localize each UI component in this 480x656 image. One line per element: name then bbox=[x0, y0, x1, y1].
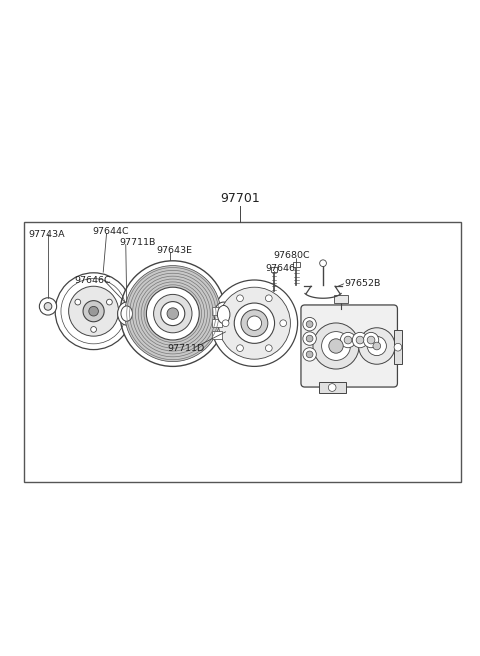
Circle shape bbox=[39, 298, 57, 315]
Circle shape bbox=[161, 302, 185, 325]
Circle shape bbox=[313, 323, 359, 369]
Text: 97652B: 97652B bbox=[345, 279, 381, 289]
Bar bbox=[212, 331, 222, 339]
Circle shape bbox=[306, 351, 313, 358]
Circle shape bbox=[83, 300, 104, 321]
Circle shape bbox=[394, 343, 402, 351]
Text: 97646C: 97646C bbox=[74, 276, 111, 285]
Circle shape bbox=[89, 306, 98, 316]
Circle shape bbox=[107, 299, 112, 305]
Bar bbox=[271, 267, 277, 272]
Circle shape bbox=[55, 273, 132, 350]
Circle shape bbox=[211, 280, 298, 367]
Circle shape bbox=[328, 384, 336, 392]
Circle shape bbox=[237, 295, 243, 302]
Text: 97701: 97701 bbox=[220, 192, 260, 205]
Ellipse shape bbox=[214, 302, 233, 327]
Bar bbox=[334, 295, 348, 302]
Text: 97711B: 97711B bbox=[119, 238, 156, 247]
Text: 97743A: 97743A bbox=[29, 230, 65, 239]
Circle shape bbox=[303, 348, 316, 361]
Ellipse shape bbox=[121, 306, 132, 321]
Text: 97646: 97646 bbox=[265, 264, 295, 274]
Circle shape bbox=[322, 331, 350, 360]
Circle shape bbox=[44, 302, 52, 310]
Circle shape bbox=[352, 333, 368, 348]
Circle shape bbox=[218, 287, 290, 359]
Circle shape bbox=[329, 338, 343, 353]
Circle shape bbox=[222, 320, 229, 327]
Bar bbox=[24, 222, 461, 482]
Text: 97680C: 97680C bbox=[273, 251, 310, 260]
Circle shape bbox=[75, 299, 81, 305]
Circle shape bbox=[367, 337, 386, 356]
Circle shape bbox=[306, 321, 313, 327]
Circle shape bbox=[247, 316, 262, 331]
Bar bbox=[212, 319, 222, 327]
Circle shape bbox=[373, 342, 381, 350]
Circle shape bbox=[265, 295, 272, 302]
Circle shape bbox=[356, 337, 364, 344]
Circle shape bbox=[344, 337, 352, 344]
Bar bbox=[212, 308, 222, 315]
Circle shape bbox=[367, 337, 375, 344]
Ellipse shape bbox=[217, 306, 230, 323]
Circle shape bbox=[359, 328, 395, 364]
Circle shape bbox=[120, 261, 226, 367]
Circle shape bbox=[125, 266, 221, 361]
Circle shape bbox=[340, 333, 356, 348]
Circle shape bbox=[306, 335, 313, 342]
Bar bbox=[319, 382, 346, 393]
Circle shape bbox=[363, 333, 379, 348]
Circle shape bbox=[237, 345, 243, 352]
Circle shape bbox=[167, 308, 179, 319]
Circle shape bbox=[320, 260, 326, 266]
Circle shape bbox=[265, 345, 272, 352]
Circle shape bbox=[280, 320, 287, 327]
Bar bbox=[394, 331, 402, 364]
Ellipse shape bbox=[118, 302, 136, 325]
Circle shape bbox=[241, 310, 268, 337]
FancyBboxPatch shape bbox=[301, 305, 397, 387]
Circle shape bbox=[91, 327, 96, 333]
Text: 97644C: 97644C bbox=[92, 228, 129, 237]
Text: 97711D: 97711D bbox=[167, 344, 204, 353]
Bar bbox=[293, 262, 300, 266]
Circle shape bbox=[234, 303, 275, 343]
Circle shape bbox=[146, 287, 199, 340]
Circle shape bbox=[69, 286, 119, 336]
Circle shape bbox=[303, 318, 316, 331]
Circle shape bbox=[154, 295, 192, 333]
Text: 97643E: 97643E bbox=[156, 246, 192, 255]
Circle shape bbox=[303, 332, 316, 345]
